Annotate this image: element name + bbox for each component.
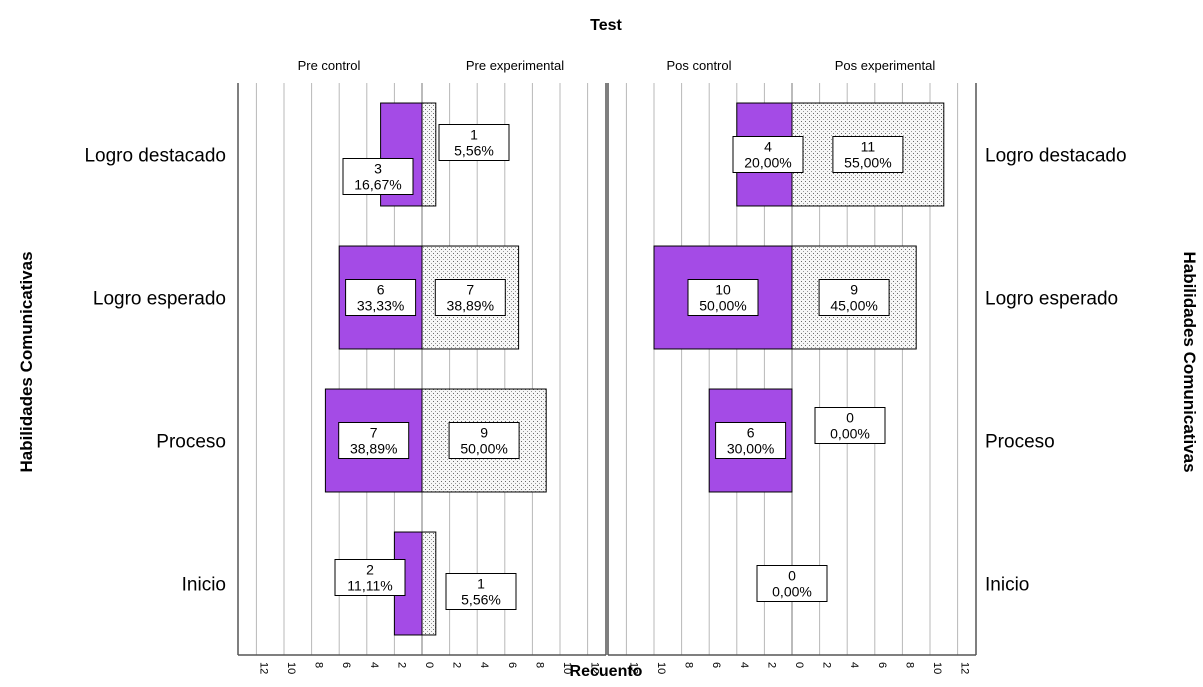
data-label-pos-control-box xyxy=(732,136,804,173)
data-label-pre-experimental-box xyxy=(434,279,506,316)
x-tick-label: 4 xyxy=(478,662,490,668)
data-label-pre-experimental-count: 7 xyxy=(466,282,474,298)
data-label-pre-control-percent: 33,33% xyxy=(357,298,404,314)
data-label-pre-control-percent: 38,89% xyxy=(350,441,397,457)
data-label-pre-control-box xyxy=(338,422,410,459)
category-label-right: Proceso xyxy=(985,432,1055,453)
x-tick-label: 4 xyxy=(738,662,750,668)
data-label-pre-control-count: 7 xyxy=(370,425,378,441)
data-label-pre-experimental-percent: 5,56% xyxy=(454,143,494,159)
data-label-pre-experimental-percent: 5,56% xyxy=(461,592,501,608)
x-tick-label: 12 xyxy=(589,662,601,674)
data-label-pre-control-count: 6 xyxy=(377,282,385,298)
x-axis-label: Recuento xyxy=(570,663,643,680)
category-label-left: Logro esperado xyxy=(93,289,226,310)
x-tick-label: 6 xyxy=(340,662,352,668)
category-label-right: Inicio xyxy=(985,575,1029,596)
data-label-pre-control-count: 3 xyxy=(374,161,382,177)
data-label-pos-experimental-count: 9 xyxy=(850,282,858,298)
series-name-left: Pre control xyxy=(298,58,361,73)
category-label-right: Logro esperado xyxy=(985,289,1118,310)
x-tick-label: 12 xyxy=(257,662,269,674)
category-label-left: Inicio xyxy=(182,575,226,596)
data-label-pos-experimental-box xyxy=(818,279,890,316)
data-label-pos-experimental-count: 0 xyxy=(846,410,854,426)
x-tick-label: 2 xyxy=(451,662,463,668)
x-tick-label: 8 xyxy=(683,662,695,668)
data-label-pos-control-box xyxy=(756,565,828,602)
x-tick-label: 12 xyxy=(627,662,639,674)
data-label-pos-experimental-percent: 45,00% xyxy=(830,298,877,314)
x-tick-label: 10 xyxy=(655,662,667,674)
data-label-pre-control-box xyxy=(342,158,414,195)
category-label-left: Logro destacado xyxy=(84,146,226,167)
x-tick-label: 10 xyxy=(561,662,573,674)
x-tick-label: 4 xyxy=(368,662,380,668)
bar-experimental xyxy=(421,531,437,636)
category-label-right: Logro destacado xyxy=(985,146,1127,167)
x-tick-label: 2 xyxy=(765,662,777,668)
x-tick-label: 4 xyxy=(848,662,860,668)
x-tick-label: 10 xyxy=(285,662,297,674)
x-tick-label: 10 xyxy=(931,662,943,674)
data-label-pos-experimental-count: 11 xyxy=(861,139,876,155)
data-label-pos-control-count: 6 xyxy=(747,425,755,441)
series-name-right: Pre experimental xyxy=(466,58,564,73)
data-label-pre-experimental-count: 1 xyxy=(470,127,478,143)
x-tick-label: 0 xyxy=(423,662,435,668)
data-label-pos-control-percent: 0,00% xyxy=(772,584,812,600)
data-label-pre-experimental-box xyxy=(445,573,517,610)
data-label-pos-control-count: 4 xyxy=(764,139,772,155)
y-axis-label-right: Habilidades Comunicativas xyxy=(1180,251,1199,472)
data-label-pre-experimental-percent: 50,00% xyxy=(460,441,507,457)
x-tick-label: 2 xyxy=(395,662,407,668)
x-tick-label: 8 xyxy=(903,662,915,668)
data-label-pos-control-count: 0 xyxy=(788,568,796,584)
x-tick-label: 6 xyxy=(710,662,722,668)
data-label-pos-control-box xyxy=(687,279,759,316)
data-label-pos-experimental-percent: 55,00% xyxy=(844,155,891,171)
series-name-right: Pos experimental xyxy=(835,58,936,73)
data-label-pre-control-percent: 16,67% xyxy=(354,177,401,193)
x-tick-label: 2 xyxy=(821,662,833,668)
x-tick-label: 8 xyxy=(313,662,325,668)
bar-experimental xyxy=(421,102,437,207)
data-label-pos-control-box xyxy=(715,422,787,459)
series-name-left: Pos control xyxy=(666,58,731,73)
x-tick-label: 12 xyxy=(959,662,971,674)
data-label-pre-control-count: 2 xyxy=(366,562,374,578)
x-tick-label: 6 xyxy=(876,662,888,668)
data-label-pos-experimental-box xyxy=(814,407,886,444)
data-label-pos-control-percent: 30,00% xyxy=(727,441,774,457)
y-axis-label-left: Habilidades Comunicativas xyxy=(17,251,36,472)
category-label-left: Proceso xyxy=(156,432,226,453)
x-tick-label: 8 xyxy=(533,662,545,668)
data-label-pre-control-box xyxy=(334,559,406,596)
data-label-pos-control-count: 10 xyxy=(715,282,731,298)
data-label-pos-control-percent: 50,00% xyxy=(699,298,746,314)
data-label-pre-control-box xyxy=(345,279,417,316)
data-label-pre-experimental-count: 9 xyxy=(480,425,488,441)
data-label-pos-experimental-box xyxy=(832,136,904,173)
data-label-pre-experimental-percent: 38,89% xyxy=(447,298,494,314)
data-label-pos-control-percent: 20,00% xyxy=(744,155,791,171)
data-label-pos-experimental-percent: 0,00% xyxy=(830,426,870,442)
data-label-pre-experimental-box xyxy=(448,422,520,459)
data-label-pre-experimental-count: 1 xyxy=(477,576,485,592)
data-label-pre-control-percent: 11,11% xyxy=(347,578,392,594)
chart-title: Test xyxy=(590,17,622,34)
data-label-pre-experimental-box xyxy=(438,124,510,161)
bar-control xyxy=(653,245,793,350)
x-tick-label: 6 xyxy=(506,662,518,668)
x-tick-label: 0 xyxy=(793,662,805,668)
